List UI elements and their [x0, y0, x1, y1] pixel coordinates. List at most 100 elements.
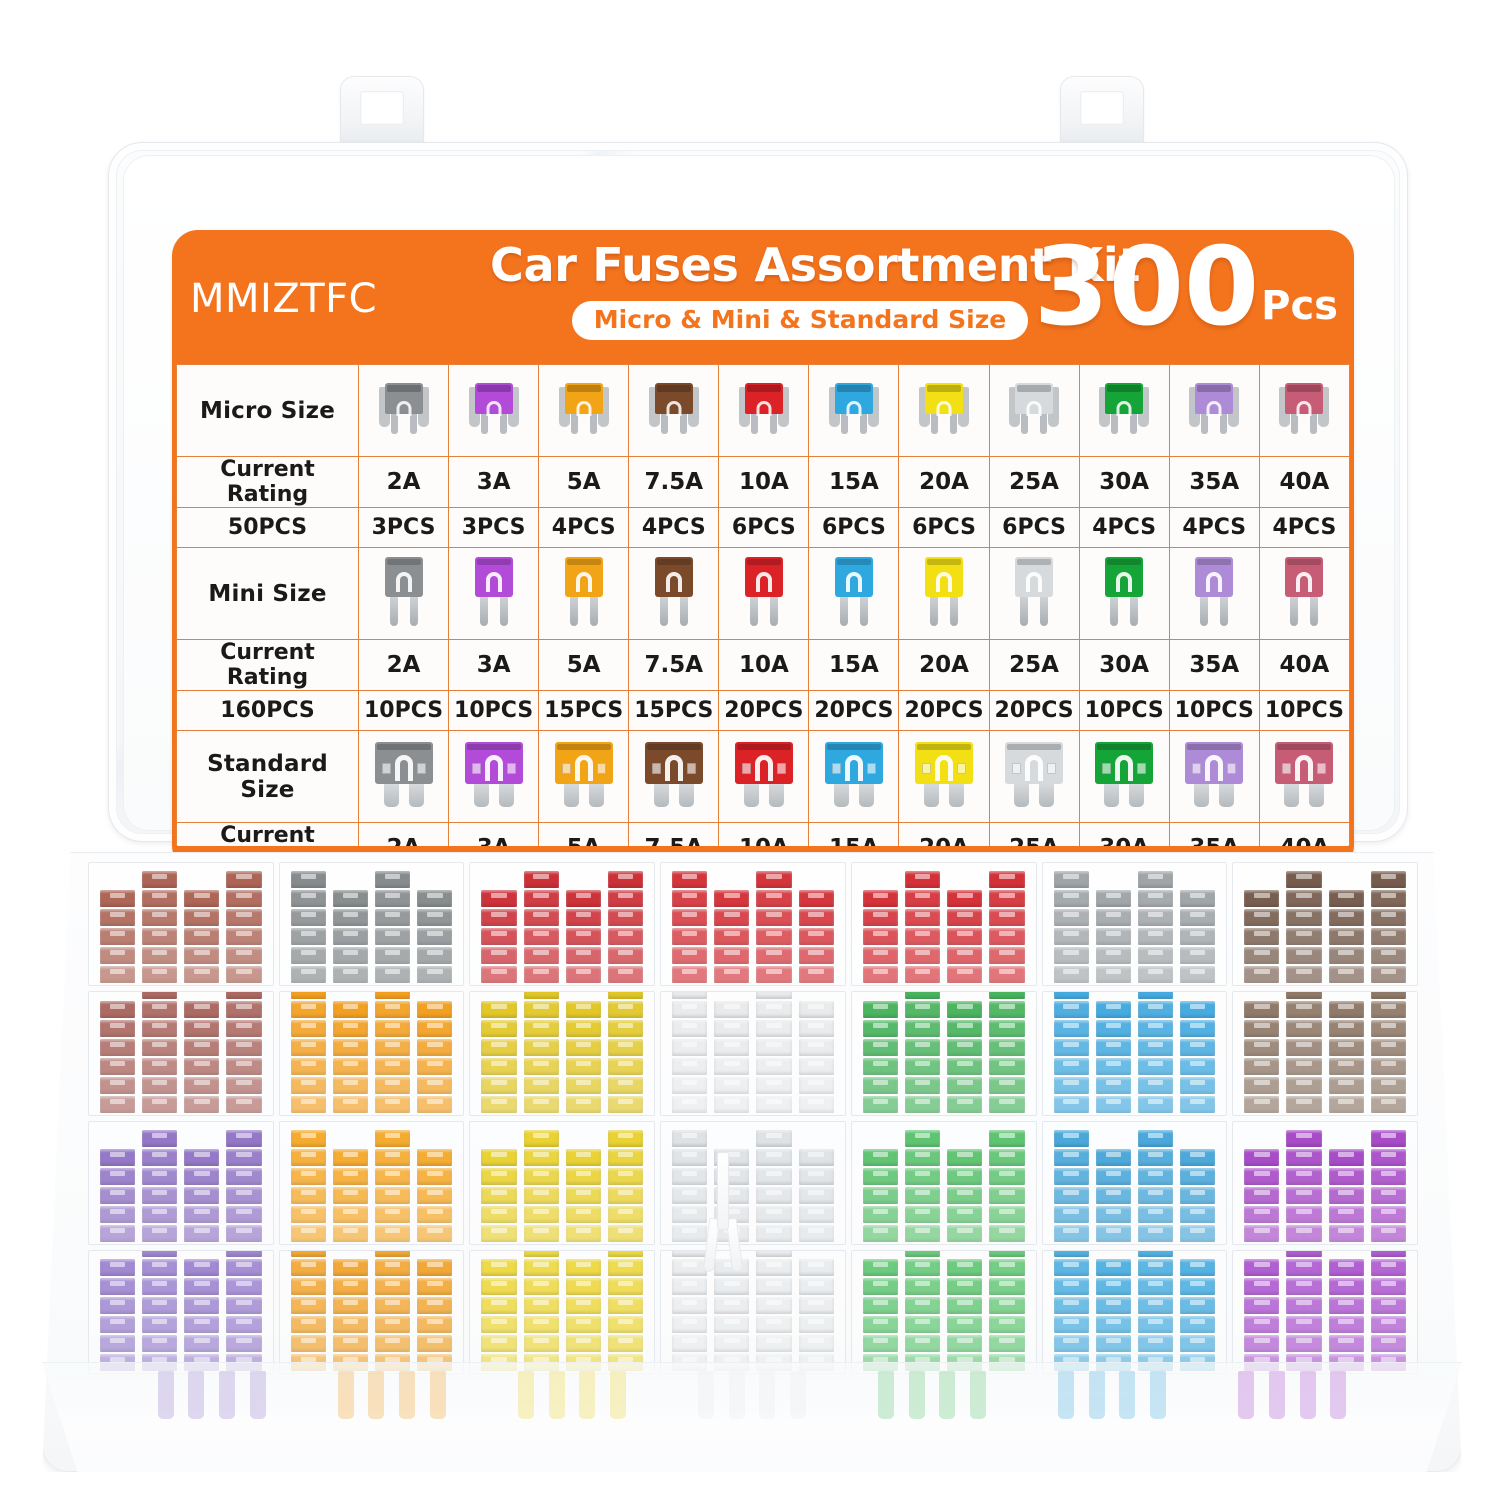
fuse-in-tray	[226, 890, 262, 908]
fuse-in-tray	[290, 1019, 326, 1037]
fuse-in-tray	[1095, 909, 1131, 927]
fuse-stack	[756, 1129, 792, 1242]
fuse-in-tray	[1370, 992, 1406, 999]
fuse-in-tray	[1286, 1205, 1322, 1223]
mini-fuse-icon	[1011, 556, 1057, 628]
fuse-in-tray	[226, 992, 262, 999]
fuse-stack	[417, 1000, 453, 1113]
fuse-in-tray	[184, 1076, 220, 1094]
current-rating-value: 15A	[808, 639, 900, 691]
fuse-in-tray	[523, 1148, 559, 1166]
tray-compartment	[1041, 991, 1228, 1116]
fuse-in-tray	[100, 928, 136, 946]
fuse-in-tray	[1286, 890, 1322, 908]
fuse-in-tray	[481, 1278, 517, 1295]
fuse-stack	[989, 992, 1025, 1113]
fuse-cell	[1168, 364, 1260, 457]
fuse-stack	[798, 1148, 834, 1242]
fuse-in-tray	[1328, 1019, 1364, 1037]
fuse-in-tray	[1328, 928, 1364, 946]
tray-compartment	[278, 1120, 465, 1245]
fuse-in-tray	[798, 1224, 834, 1242]
fuse-in-tray	[672, 1000, 708, 1018]
fuse-in-tray	[100, 890, 136, 908]
fuse-in-tray	[142, 1038, 178, 1056]
tray-front-reflection	[864, 1371, 1001, 1429]
fuse-in-tray	[1286, 1057, 1322, 1075]
fuse-in-tray	[1370, 1000, 1406, 1018]
fuse-in-tray	[481, 1148, 517, 1166]
table-row: Mini Size	[176, 547, 1350, 640]
fuse-in-tray	[1137, 1148, 1174, 1166]
fuse-in-tray	[226, 1278, 262, 1295]
fuse-in-tray	[226, 1095, 262, 1113]
fuse-in-tray	[989, 890, 1025, 908]
fuse-in-tray	[672, 1259, 708, 1276]
piece-count-unit: Pcs	[1261, 282, 1338, 329]
tray-compartment	[469, 1249, 656, 1374]
fuse-in-tray	[672, 1148, 708, 1166]
fuse-in-tray	[1328, 1038, 1364, 1056]
fuse-in-tray	[226, 928, 262, 946]
fuse-in-tray	[142, 1000, 178, 1018]
fuse-in-tray	[142, 992, 178, 999]
piece-count-number: 300	[1033, 230, 1260, 350]
fuse-in-tray	[672, 871, 708, 889]
product-label: MMIZTFC Car Fuses Assortment Kit Micro &…	[172, 230, 1354, 868]
fuse-in-tray	[417, 947, 453, 965]
fuse-in-tray	[607, 1095, 644, 1113]
fuse-in-tray	[672, 947, 708, 965]
fuse-in-tray	[565, 1316, 601, 1333]
fuse-in-tray	[332, 890, 369, 908]
std-fuse-icon	[913, 741, 975, 809]
fuse-in-tray	[989, 928, 1025, 946]
fuse-in-tray	[798, 1095, 834, 1113]
fuse-in-tray	[1328, 1278, 1364, 1295]
spec-table: Micro Size Current Rating 2A 3A 5A 7.5A 10A 15A…	[176, 364, 1350, 846]
fuse-stack	[1370, 992, 1406, 1113]
tray-compartment	[1041, 862, 1228, 987]
piece-quantity: 4PCS	[1168, 507, 1260, 548]
fuse-in-tray	[1053, 1038, 1089, 1056]
tray-compartment	[1232, 1249, 1418, 1374]
fuse-in-tray	[1180, 1259, 1216, 1276]
fuse-in-tray	[607, 1316, 644, 1333]
fuse-in-tray	[1370, 909, 1406, 927]
fuse-in-tray	[1286, 947, 1322, 965]
fuse-in-tray	[672, 1224, 708, 1242]
fuse-in-tray	[989, 1316, 1025, 1333]
fuse-stack	[481, 1148, 517, 1242]
fuse-in-tray	[714, 1297, 750, 1314]
fuse-stack	[1328, 1000, 1364, 1113]
fuse-in-tray	[100, 1186, 136, 1204]
fuse-in-tray	[989, 909, 1025, 927]
current-rating-value: 25A	[988, 639, 1080, 691]
fuse-in-tray	[1180, 1278, 1216, 1295]
fuse-in-tray	[862, 966, 899, 984]
fuse-in-tray	[523, 928, 559, 946]
fuse-in-tray	[226, 1057, 262, 1075]
fuse-in-tray	[1370, 1129, 1406, 1147]
fuse-in-tray	[714, 1095, 750, 1113]
fuse-in-tray	[565, 1259, 601, 1276]
fuse-in-tray	[989, 1148, 1025, 1166]
fuse-in-tray	[1095, 1186, 1131, 1204]
fuse-in-tray	[905, 1019, 941, 1037]
current-rating-value: 3A	[448, 639, 540, 691]
fuse-stack	[947, 890, 983, 984]
fuse-in-tray	[565, 1224, 601, 1242]
fuse-in-tray	[565, 1186, 601, 1204]
fuse-stack	[565, 1259, 601, 1371]
piece-quantity: 4PCS	[628, 507, 720, 548]
hanging-tab-right	[1060, 76, 1144, 148]
fuse-stack	[523, 1250, 559, 1371]
fuse-in-tray	[332, 1057, 369, 1075]
puller-stem	[717, 1152, 729, 1230]
fuse-in-tray	[481, 1167, 517, 1185]
fuse-stack	[481, 1000, 517, 1113]
tray-compartment	[88, 1249, 274, 1374]
fuse-in-tray	[226, 947, 262, 965]
fuse-stack	[1370, 871, 1406, 984]
fuse-in-tray	[481, 909, 517, 927]
fuse-in-tray	[1370, 1316, 1406, 1333]
